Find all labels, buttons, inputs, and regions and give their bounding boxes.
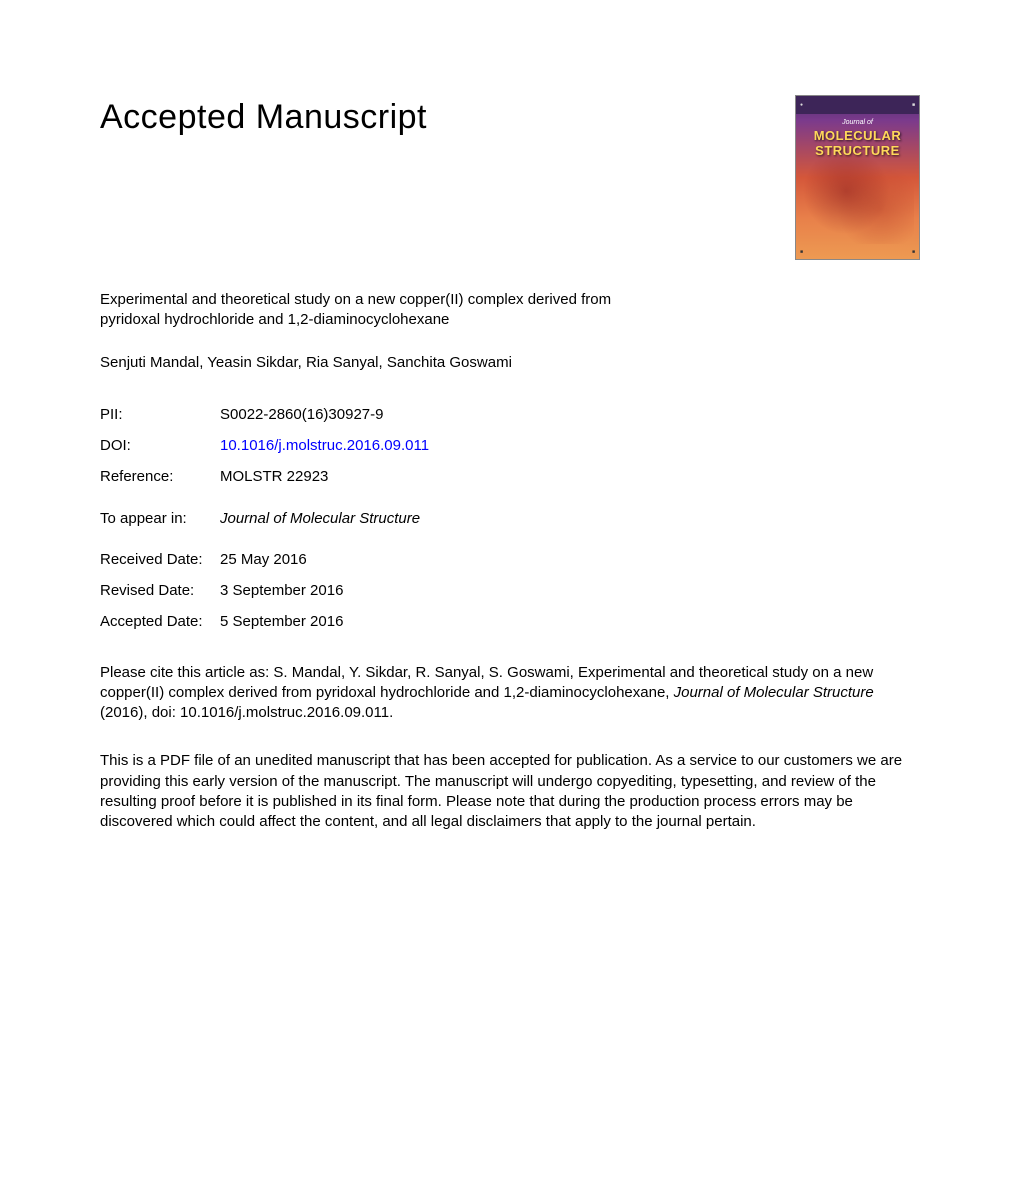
received-value: 25 May 2016 <box>220 550 920 570</box>
received-label: Received Date: <box>100 550 220 570</box>
meta-row-appear: To appear in: Journal of Molecular Struc… <box>100 509 920 529</box>
pii-value: S0022-2860(16)30927-9 <box>220 405 920 425</box>
revised-value: 3 September 2016 <box>220 581 920 601</box>
spacer <box>100 540 920 550</box>
doi-link[interactable]: 10.1016/j.molstruc.2016.09.011 <box>220 436 920 456</box>
meta-row-reference: Reference: MOLSTR 22923 <box>100 467 920 487</box>
cover-footer-right: ■ <box>912 249 915 256</box>
meta-row-revised: Revised Date: 3 September 2016 <box>100 581 920 601</box>
cover-footer-left: ■ <box>800 249 803 256</box>
meta-row-doi: DOI: 10.1016/j.molstruc.2016.09.011 <box>100 436 920 456</box>
cover-journal-label: Journal of <box>796 118 919 127</box>
accepted-label: Accepted Date: <box>100 612 220 632</box>
cover-title: MOLECULAR STRUCTURE <box>796 129 919 158</box>
pii-label: PII: <box>100 405 220 425</box>
meta-row-accepted: Accepted Date: 5 September 2016 <box>100 612 920 632</box>
cover-title-line1: MOLECULAR <box>814 128 902 143</box>
article-title: Experimental and theoretical study on a … <box>100 290 640 331</box>
revised-label: Revised Date: <box>100 581 220 601</box>
citation-journal: Journal of Molecular Structure <box>674 684 874 701</box>
citation-suffix: (2016), doi: 10.1016/j.molstruc.2016.09.… <box>100 704 393 721</box>
header-row: Accepted Manuscript ● ■ Journal of MOLEC… <box>100 95 920 260</box>
page-title: Accepted Manuscript <box>100 95 427 141</box>
meta-row-pii: PII: S0022-2860(16)30927-9 <box>100 405 920 425</box>
doi-label: DOI: <box>100 436 220 456</box>
cover-header-bar: ● ■ <box>796 96 919 114</box>
appear-label: To appear in: <box>100 509 220 529</box>
spacer <box>100 499 920 509</box>
disclaimer-text: This is a PDF file of an unedited manusc… <box>100 751 920 832</box>
accepted-value: 5 September 2016 <box>220 612 920 632</box>
reference-label: Reference: <box>100 467 220 487</box>
authors-list: Senjuti Mandal, Yeasin Sikdar, Ria Sanya… <box>100 353 920 373</box>
meta-row-received: Received Date: 25 May 2016 <box>100 550 920 570</box>
appear-value: Journal of Molecular Structure <box>220 509 920 529</box>
cover-graphic <box>801 156 914 244</box>
citation-block: Please cite this article as: S. Mandal, … <box>100 663 920 724</box>
cover-footer: ■ ■ <box>800 249 915 256</box>
reference-value: MOLSTR 22923 <box>220 467 920 487</box>
metadata-table: PII: S0022-2860(16)30927-9 DOI: 10.1016/… <box>100 405 920 633</box>
cover-header-left: ● <box>800 102 803 109</box>
journal-cover-thumbnail: ● ■ Journal of MOLECULAR STRUCTURE ■ ■ <box>795 95 920 260</box>
cover-header-right: ■ <box>912 102 915 109</box>
